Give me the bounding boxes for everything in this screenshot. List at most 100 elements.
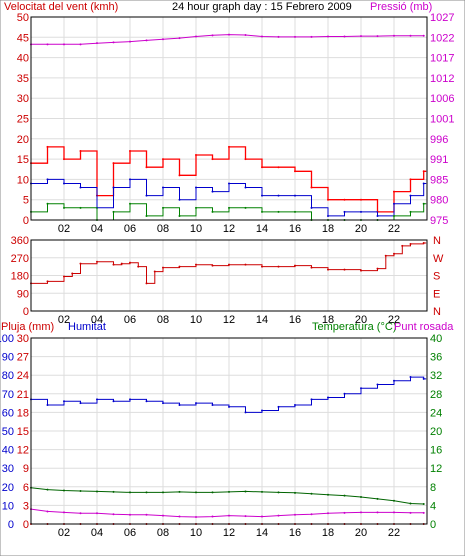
- x-tick-label: 06: [124, 314, 136, 326]
- pressure-point: [422, 34, 425, 37]
- direction-point: [153, 270, 156, 273]
- wind_avg-point: [129, 178, 131, 181]
- x-tick-label: 02: [58, 223, 70, 235]
- temperature-point: [112, 490, 115, 493]
- direction-compass-label: S: [433, 271, 440, 283]
- dew_point-point: [112, 513, 115, 516]
- y-tick-label-right: 0: [430, 519, 436, 531]
- temperature-axis-label: Temperatura (°C): [312, 321, 396, 333]
- wind_avg-point: [277, 194, 280, 197]
- wind_avg-point: [162, 186, 164, 189]
- wind_avg-point: [244, 186, 247, 189]
- wind_min-point: [393, 214, 395, 217]
- direction-point: [261, 265, 263, 268]
- wind_min-point: [162, 206, 164, 209]
- wind_min-point: [422, 202, 425, 205]
- humidity-tick-label: 100: [0, 333, 14, 345]
- y-tick-label: 50: [17, 12, 29, 24]
- humidity-point: [343, 392, 346, 395]
- wind_max-point: [327, 198, 329, 201]
- wind_min-point: [129, 202, 131, 205]
- humidity-tick-label: 90: [2, 352, 14, 364]
- humidity-tick-label: 30: [2, 463, 14, 475]
- y-tick-label: 27: [17, 352, 29, 364]
- wind_max-point: [79, 149, 82, 152]
- pressure-tick-label: 1006: [430, 93, 454, 105]
- x-tick-label: 22: [388, 314, 400, 326]
- pressure-point: [46, 43, 49, 46]
- humidity-point: [96, 398, 98, 401]
- direction-point: [195, 263, 197, 266]
- direction-point: [343, 268, 346, 271]
- dew_point-point: [327, 512, 329, 515]
- wind_avg-point: [195, 186, 197, 189]
- humidity-point: [376, 383, 379, 386]
- wind_avg-point: [261, 194, 263, 197]
- humidity-point: [63, 400, 65, 403]
- dew_point-point: [162, 514, 164, 517]
- wind_max-point: [228, 145, 230, 148]
- humidity-tick-label: 70: [2, 389, 14, 401]
- pressure-axis-label: Pressió (mb): [370, 1, 432, 13]
- temperature-point: [360, 496, 362, 499]
- pressure-point: [112, 41, 115, 44]
- wind_avg-point: [422, 182, 425, 185]
- direction-compass-label: E: [433, 288, 440, 300]
- temperature-point: [277, 491, 280, 494]
- y-tick-label-right: 28: [430, 389, 442, 401]
- pressure-point: [343, 35, 346, 38]
- wind_avg-point: [294, 194, 296, 197]
- direction-point: [137, 265, 140, 268]
- rain-axis-label: Pluja (mm): [1, 321, 54, 333]
- y-tick-label: 20: [17, 134, 29, 146]
- y-tick-label-right: 32: [430, 370, 442, 382]
- x-tick-label: 18: [322, 223, 334, 235]
- y-tick-label: 3: [23, 500, 29, 512]
- direction-point: [178, 265, 181, 268]
- y-tick-label: 12: [17, 445, 29, 457]
- wind_max-point: [162, 158, 164, 161]
- pressure-point: [145, 39, 148, 42]
- wind_max-point: [63, 158, 65, 161]
- humidity-point: [409, 376, 412, 379]
- pressure-tick-label: 975: [430, 215, 448, 227]
- wind_min-point: [112, 210, 115, 213]
- pressure-point: [327, 35, 329, 38]
- humidity-point: [211, 403, 214, 406]
- chart-title: 24 hour graph day : 15 Febrero 2009: [172, 1, 352, 13]
- pressure-point: [310, 35, 313, 38]
- dew_point-point: [294, 513, 296, 516]
- x-tick-label: 16: [289, 527, 301, 539]
- pressure-point: [360, 35, 362, 38]
- pressure-point: [79, 43, 82, 46]
- temperature-point: [409, 502, 412, 505]
- temperature-point: [343, 494, 346, 497]
- wind_max-line: [31, 146, 427, 213]
- temperature-point: [178, 490, 181, 493]
- y-tick-label: 30: [17, 93, 29, 105]
- wind_avg-point: [145, 194, 148, 197]
- humidity-tick-label: 80: [2, 370, 14, 382]
- x-tick-label: 20: [355, 527, 367, 539]
- wind_min-point: [294, 210, 296, 213]
- humidity-point: [310, 398, 313, 401]
- pressure-point: [228, 33, 230, 36]
- wind-axis-label: Velocitat del vent (kmh): [4, 1, 118, 13]
- wind_avg-point: [112, 186, 115, 189]
- x-tick-label: 02: [58, 314, 70, 326]
- wind_avg-point: [376, 214, 379, 217]
- direction-point: [310, 266, 313, 269]
- dew_point-point: [145, 513, 148, 516]
- direction-point: [162, 266, 164, 269]
- humidity-point: [261, 409, 263, 412]
- y-tick-label-right: 12: [430, 463, 442, 475]
- y-tick-label: 15: [17, 426, 29, 438]
- x-tick-label: 14: [256, 314, 268, 326]
- temperature-point: [228, 490, 230, 493]
- x-tick-label: 02: [58, 527, 70, 539]
- pressure-point: [376, 35, 379, 38]
- y-tick-label-right: 20: [430, 426, 442, 438]
- wind_avg-point: [79, 186, 82, 189]
